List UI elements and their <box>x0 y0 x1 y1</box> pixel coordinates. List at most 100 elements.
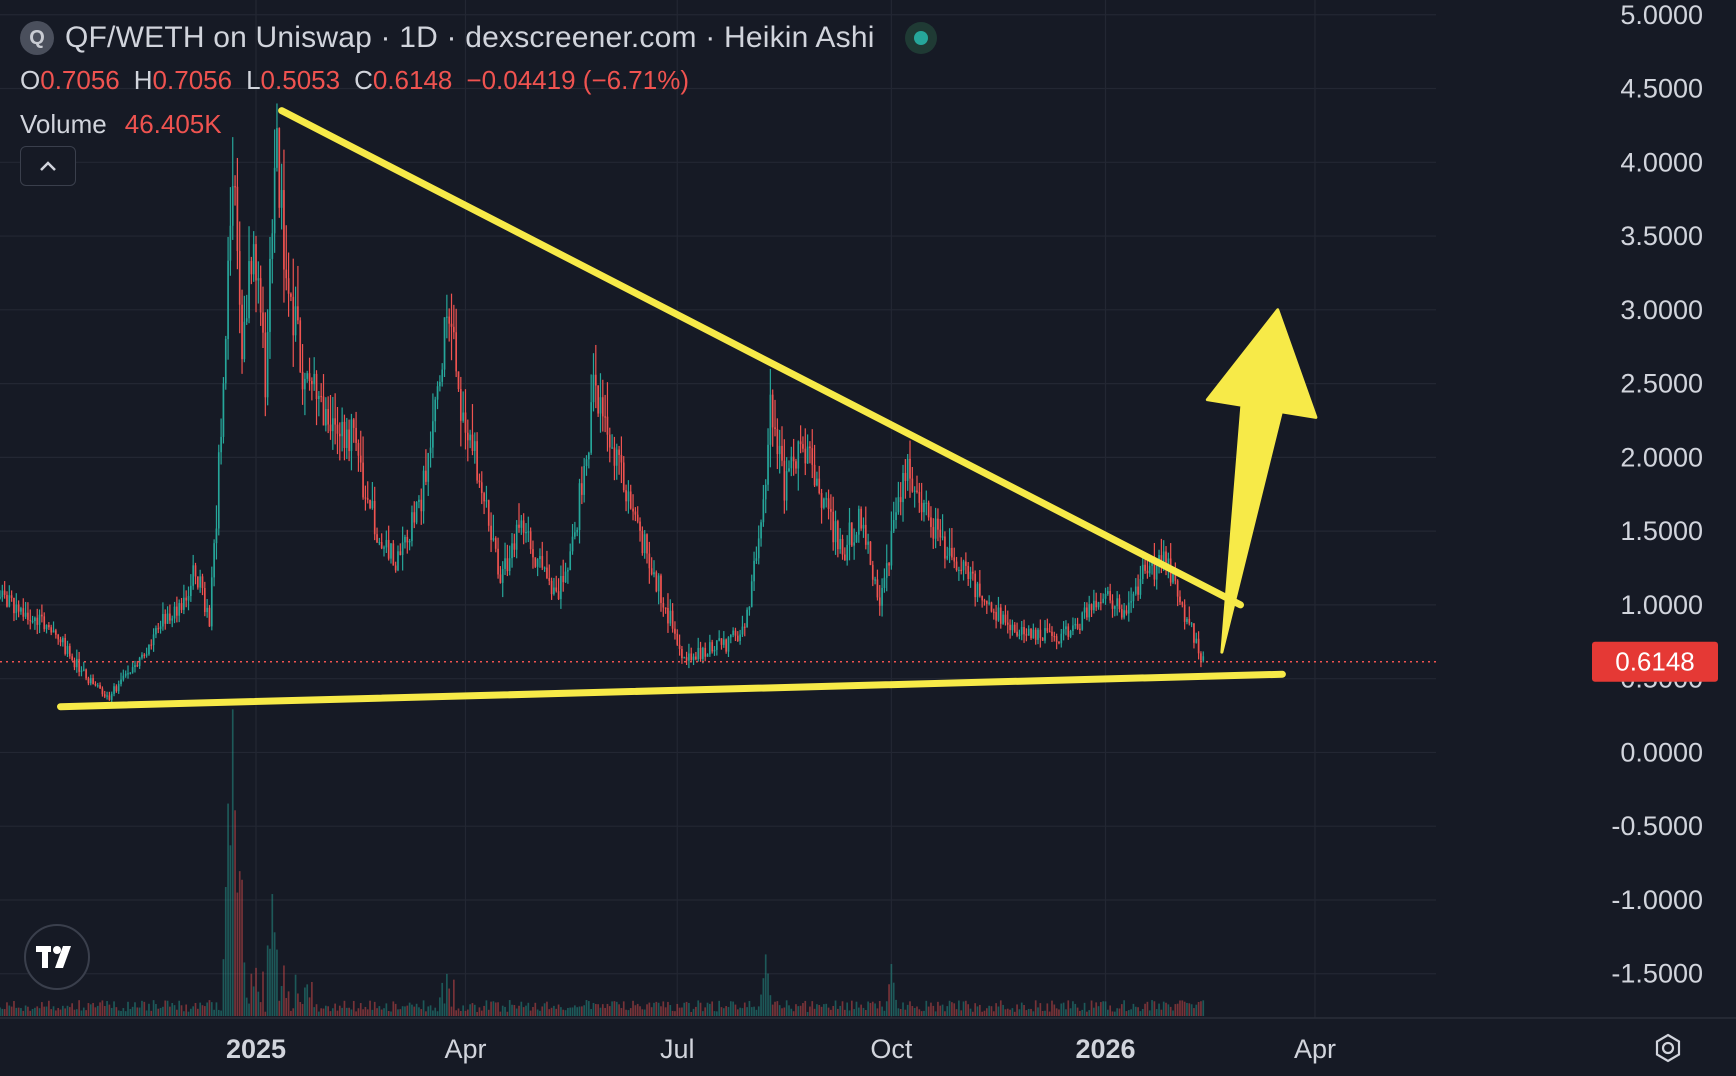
candle-body <box>967 565 970 580</box>
volume-bar <box>24 1005 27 1016</box>
candle-body <box>1130 601 1132 603</box>
volume-bar <box>997 1006 1000 1016</box>
volume-bar <box>180 1005 183 1016</box>
candle-body <box>508 558 511 572</box>
candle-body <box>273 167 276 234</box>
trendline-drawings[interactable] <box>57 107 1318 711</box>
candle-body <box>955 561 958 571</box>
candle-body <box>734 630 737 636</box>
volume-bar <box>31 1009 34 1016</box>
volume-bar <box>504 1006 506 1016</box>
candle-body <box>1202 656 1205 661</box>
volume-bar <box>255 967 257 1016</box>
candle-body <box>1144 564 1146 571</box>
candle-body <box>960 569 963 572</box>
candle-body <box>169 613 171 621</box>
volume-bar <box>257 991 260 1016</box>
chart-title[interactable]: QF/WETH on Uniswap · 1D · dexscreener.co… <box>65 21 875 54</box>
candle-body <box>234 186 236 188</box>
live-status-dot-icon <box>904 22 937 54</box>
volume-bar <box>636 1003 639 1016</box>
volume-bar <box>71 1003 73 1016</box>
volume-bar <box>632 1000 634 1016</box>
volume-bar <box>925 1000 928 1016</box>
volume-bar <box>706 1002 709 1016</box>
volume-bar <box>1051 1000 1053 1016</box>
volume-bar <box>960 1010 963 1016</box>
volume-bar <box>590 1008 592 1016</box>
tradingview-logo-button[interactable] <box>24 924 90 990</box>
volume-bar <box>876 1008 879 1016</box>
candle-body <box>920 502 923 513</box>
candle-body <box>529 531 532 550</box>
candle-body <box>560 575 562 600</box>
candle-body <box>478 480 481 483</box>
volume-bar <box>336 1010 339 1016</box>
volume-bar <box>1048 1011 1051 1016</box>
volume-bar <box>1186 1002 1188 1016</box>
volume-bar <box>1172 1010 1174 1016</box>
candle-body <box>876 579 879 598</box>
candle-body <box>648 553 651 569</box>
volume-bar <box>629 1008 632 1016</box>
volume-bar <box>1079 1010 1081 1016</box>
volume-bar <box>1127 1010 1130 1016</box>
candle-body <box>108 695 111 700</box>
volume-bar <box>169 1006 171 1016</box>
candle-body <box>1055 636 1058 642</box>
volume-bar <box>920 1011 923 1016</box>
candle-body <box>1181 602 1184 605</box>
volume-bar <box>1118 1008 1121 1016</box>
candle-body <box>848 522 851 545</box>
price-axis[interactable]: 5.0000 4.5000 4.0000 3.5000 3.0000 2.5000 2.00… <box>1611 0 1703 989</box>
collapse-legend-button[interactable] <box>20 146 76 186</box>
volume-bar <box>790 1008 793 1016</box>
candle-body <box>816 478 818 486</box>
volume-bar <box>583 1005 586 1016</box>
volume-bar <box>709 1003 711 1016</box>
candle-body <box>857 508 860 535</box>
volume-bar <box>999 1000 1002 1016</box>
volume-bar <box>331 1008 334 1016</box>
volume-bar <box>10 1006 13 1016</box>
candle-body <box>688 653 690 661</box>
candle-body <box>283 190 285 270</box>
volume-bar <box>199 1002 201 1016</box>
candle-body <box>82 669 85 671</box>
candle-body <box>210 577 213 627</box>
settings-button[interactable] <box>1650 1030 1686 1066</box>
candle-body <box>45 625 48 630</box>
volume-bar <box>671 1010 674 1016</box>
candle-body <box>43 616 46 630</box>
volume-bar <box>1102 1001 1105 1016</box>
candle-body <box>611 447 613 449</box>
candle-body <box>953 557 956 562</box>
candle-body <box>618 449 620 455</box>
candle-body <box>583 465 586 495</box>
volume-bar <box>527 1002 530 1016</box>
volume-bar <box>1188 1003 1191 1016</box>
candle-body <box>220 436 222 453</box>
candle-body <box>532 549 534 558</box>
candle-body <box>809 446 811 449</box>
volume-bar <box>283 965 285 1016</box>
volume-bar <box>492 1001 495 1016</box>
candle-body <box>255 244 257 281</box>
candle-body <box>837 521 839 550</box>
candle-body <box>636 514 639 522</box>
candle-body <box>844 554 846 561</box>
candle-body <box>1109 591 1112 601</box>
grid-lines <box>0 0 1736 1019</box>
candle-body <box>608 434 611 448</box>
time-axis[interactable]: 2025 Apr Jul Oct 2026 Apr <box>226 1034 1336 1064</box>
volume-bar <box>771 1004 774 1016</box>
candle-body <box>324 408 327 426</box>
volume-bar <box>1009 1009 1011 1016</box>
volume-bar <box>774 1001 776 1016</box>
candle-body <box>669 610 672 624</box>
volume-bar <box>190 1008 192 1016</box>
candle-body <box>432 421 434 448</box>
volume-bar <box>690 1011 693 1016</box>
